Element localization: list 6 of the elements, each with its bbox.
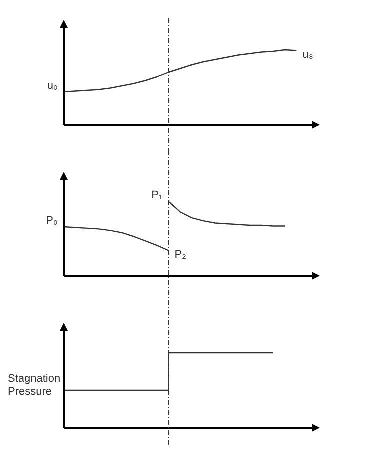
annotation: u₈ bbox=[302, 48, 314, 61]
text: P₀ bbox=[46, 215, 58, 228]
annotation: P₂ bbox=[174, 248, 186, 261]
annotation: P₁ bbox=[152, 190, 163, 202]
y-axis-title: Stagnation Pressure bbox=[8, 373, 62, 399]
text: u₀ bbox=[47, 80, 58, 92]
